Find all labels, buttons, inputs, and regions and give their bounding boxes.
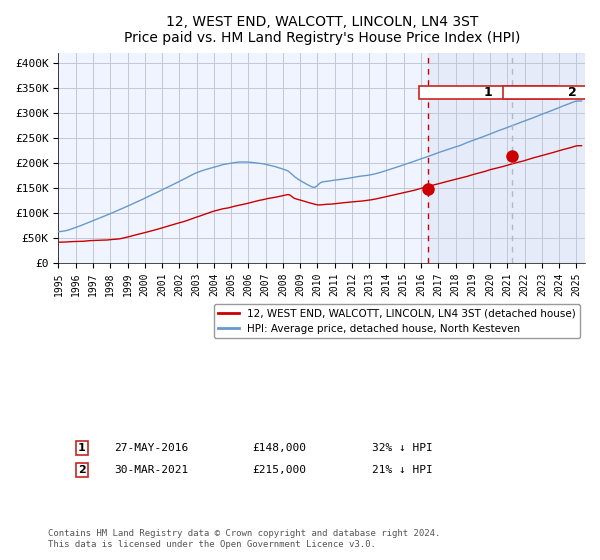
- FancyBboxPatch shape: [419, 86, 557, 99]
- Text: 21% ↓ HPI: 21% ↓ HPI: [372, 465, 433, 475]
- Text: £215,000: £215,000: [252, 465, 306, 475]
- Text: 1: 1: [78, 443, 86, 453]
- Legend: 12, WEST END, WALCOTT, LINCOLN, LN4 3ST (detached house), HPI: Average price, de: 12, WEST END, WALCOTT, LINCOLN, LN4 3ST …: [214, 304, 580, 338]
- Text: £148,000: £148,000: [252, 443, 306, 453]
- Bar: [428, 53, 585, 263]
- Text: 27-MAY-2016: 27-MAY-2016: [114, 443, 188, 453]
- Text: Contains HM Land Registry data © Crown copyright and database right 2024.
This d: Contains HM Land Registry data © Crown c…: [48, 529, 440, 549]
- Text: 1: 1: [484, 86, 493, 99]
- Title: 12, WEST END, WALCOTT, LINCOLN, LN4 3ST
Price paid vs. HM Land Registry's House : 12, WEST END, WALCOTT, LINCOLN, LN4 3ST …: [124, 15, 520, 45]
- Text: 32% ↓ HPI: 32% ↓ HPI: [372, 443, 433, 453]
- FancyBboxPatch shape: [503, 86, 600, 99]
- Text: 2: 2: [78, 465, 86, 475]
- Text: 2: 2: [568, 86, 577, 99]
- Text: 30-MAR-2021: 30-MAR-2021: [114, 465, 188, 475]
